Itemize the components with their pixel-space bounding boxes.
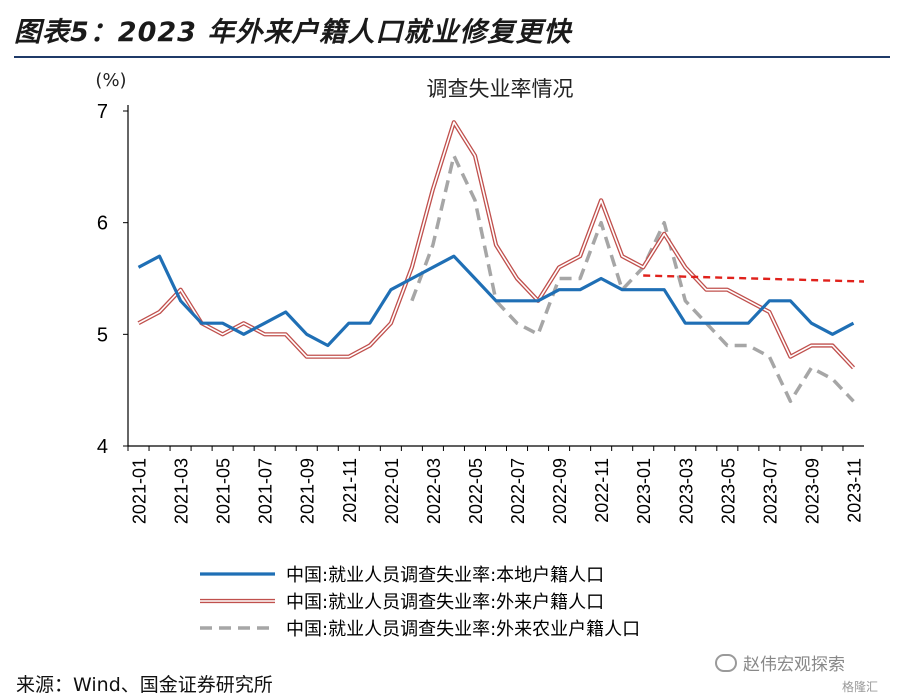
y-tick-label: 6: [97, 213, 108, 235]
x-tick-label: 2021-03: [172, 458, 192, 524]
x-tick-label: 2022-05: [466, 458, 486, 524]
legend-label: 中国:就业人员调查失业率:本地户籍人口: [286, 565, 604, 586]
watermark: 赵伟宏观探索: [715, 650, 845, 675]
y-tick-label: 5: [97, 324, 108, 346]
legend-label: 中国:就业人员调查失业率:外来户籍人口: [286, 592, 604, 613]
x-tick-label: 2022-09: [550, 458, 570, 524]
y-tick-label: 4: [97, 436, 108, 458]
x-tick-label: 2021-07: [256, 458, 276, 524]
y-tick-label: 7: [97, 101, 108, 123]
watermark-text: 赵伟宏观探索: [743, 655, 845, 675]
x-tick-label: 2023-07: [760, 458, 780, 524]
reference-line: [643, 274, 865, 283]
x-tick-label: 2023-09: [802, 458, 822, 524]
x-tick-label: 2022-03: [424, 458, 444, 524]
x-tick-label: 2023-03: [676, 458, 696, 524]
watermark-secondary: 格隆汇: [842, 680, 879, 694]
x-tick-label: 2021-11: [340, 458, 360, 523]
x-tick-label: 2021-09: [298, 458, 318, 524]
title-divider: [14, 56, 890, 58]
x-tick-label: 2023-01: [634, 458, 654, 524]
x-tick-label: 2022-11: [592, 458, 612, 523]
series-line: [410, 153, 855, 404]
series-line: [137, 254, 855, 348]
series-line-inner: [138, 121, 855, 369]
chart-title: 调查失业率情况: [427, 77, 574, 101]
y-axis-unit: (%): [95, 70, 126, 91]
x-tick-label: 2023-05: [718, 458, 738, 524]
x-tick-label: 2022-01: [382, 458, 402, 524]
x-tick-label: 2021-05: [214, 458, 234, 524]
x-tick-label: 2023-11: [844, 458, 864, 523]
x-tick-label: 2021-01: [130, 458, 150, 524]
legend-label: 中国:就业人员调查失业率:外来农业户籍人口: [286, 619, 640, 640]
x-tick-label: 2022-07: [508, 458, 528, 524]
figure-title: 图表5：2023 年外来户籍人口就业修复更快: [14, 17, 572, 48]
wechat-icon: [715, 653, 737, 672]
source-note: 来源：Wind、国金证券研究所: [16, 674, 273, 696]
